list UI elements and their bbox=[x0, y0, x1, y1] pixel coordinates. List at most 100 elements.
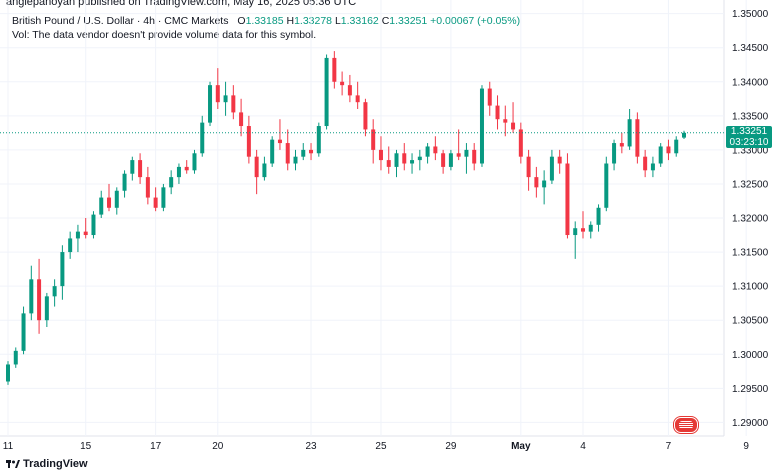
candle-body bbox=[293, 156, 298, 164]
candle-body bbox=[60, 252, 65, 287]
us-flag-icon[interactable] bbox=[674, 417, 698, 433]
candle-body bbox=[448, 153, 453, 167]
candle-body bbox=[324, 57, 329, 127]
last-price-label: 1.33251 bbox=[730, 126, 768, 137]
candle-body bbox=[658, 146, 663, 164]
candle-body bbox=[386, 160, 391, 167]
candle-body bbox=[138, 160, 143, 178]
candle-body bbox=[200, 122, 205, 154]
candle-body bbox=[472, 149, 477, 164]
candle-body bbox=[650, 163, 655, 171]
candle-body bbox=[627, 119, 632, 147]
y-tick-label: 1.35000 bbox=[732, 9, 769, 20]
candle-body bbox=[402, 153, 407, 164]
candle-body bbox=[239, 112, 244, 127]
candles-group bbox=[0, 51, 724, 385]
x-tick-label: 25 bbox=[375, 441, 387, 452]
candle-body bbox=[479, 88, 484, 164]
candle-body bbox=[91, 214, 96, 236]
candle-body bbox=[612, 143, 617, 164]
y-tick-label: 1.33500 bbox=[732, 111, 769, 122]
candle-body bbox=[44, 296, 49, 321]
candle-body bbox=[184, 166, 189, 171]
candle-body bbox=[464, 149, 469, 157]
footer-brand: TradingView bbox=[23, 458, 88, 470]
candle-body bbox=[114, 190, 119, 208]
x-tick-label: 15 bbox=[80, 441, 92, 452]
published-by-line: angiepanoyan published on TradingView.co… bbox=[6, 0, 357, 8]
y-tick-label: 1.32000 bbox=[732, 214, 769, 225]
candle-body bbox=[495, 105, 500, 120]
candle-body bbox=[285, 143, 290, 164]
low-value: 1.33162 bbox=[340, 15, 379, 27]
candle-body bbox=[635, 119, 640, 157]
candle-body bbox=[254, 156, 259, 178]
y-tick-label: 1.31000 bbox=[732, 282, 769, 293]
x-tick-label: 4 bbox=[580, 441, 586, 452]
candle-body bbox=[378, 149, 383, 161]
candle-body bbox=[526, 156, 531, 178]
candle-body bbox=[340, 81, 345, 86]
y-tick-label: 1.30500 bbox=[732, 316, 769, 327]
candle-body bbox=[588, 224, 593, 232]
candle-body bbox=[456, 153, 461, 157]
symbol-title[interactable]: British Pound / U.S. Dollar · 4h · CMC M… bbox=[12, 15, 229, 27]
ohlc-values: O1.33185 H1.33278 L1.33162 C1.33251 +0.0… bbox=[237, 15, 520, 27]
candle-body bbox=[619, 143, 624, 147]
candle-body bbox=[549, 156, 554, 181]
candle-body bbox=[99, 197, 104, 215]
candle-body bbox=[682, 132, 686, 138]
candle-body bbox=[37, 279, 42, 321]
candle-body bbox=[130, 160, 135, 174]
candle-body bbox=[355, 95, 360, 103]
candle-body bbox=[277, 139, 282, 144]
y-tick-label: 1.29000 bbox=[732, 418, 769, 429]
candle-body bbox=[363, 102, 368, 130]
close-value: 1.33251 bbox=[389, 15, 428, 27]
candle-body bbox=[75, 231, 80, 239]
symbol-legend[interactable]: British Pound / U.S. Dollar · 4h · CMC M… bbox=[12, 15, 520, 27]
last-price-badge: 1.33251 03:23:10 bbox=[726, 126, 772, 148]
candle-body bbox=[518, 129, 523, 157]
candle-body bbox=[487, 88, 492, 106]
candle-body bbox=[316, 126, 321, 154]
price-axis: 1.35000 1.34500 1.34000 1.33500 1.33000 1.325… bbox=[732, 9, 769, 429]
candle-body bbox=[215, 85, 220, 103]
candle-body bbox=[417, 156, 422, 161]
tradingview-footer[interactable]: TradingView bbox=[6, 458, 88, 470]
candle-body bbox=[309, 149, 314, 154]
candle-body bbox=[107, 197, 112, 208]
x-tick-label: 23 bbox=[305, 441, 317, 452]
candle-body bbox=[83, 231, 88, 236]
x-tick-label: 7 bbox=[666, 441, 672, 452]
candle-body bbox=[643, 156, 648, 171]
candle-body bbox=[511, 122, 516, 130]
tradingview-logo-icon bbox=[6, 460, 20, 469]
candle-body bbox=[394, 153, 399, 167]
candle-body bbox=[270, 139, 275, 164]
candle-body bbox=[231, 95, 236, 113]
bar-countdown: 03:23:10 bbox=[729, 137, 769, 148]
change-value: +0.00067 (+0.05%) bbox=[430, 15, 521, 27]
candle-body bbox=[557, 156, 562, 164]
candle-body bbox=[145, 177, 150, 198]
y-tick-label: 1.34000 bbox=[732, 77, 769, 88]
y-tick-label: 1.34500 bbox=[732, 43, 769, 54]
candle-body bbox=[534, 177, 539, 188]
candle-body bbox=[332, 57, 337, 82]
candle-body bbox=[208, 85, 213, 123]
x-tick-label: 11 bbox=[3, 441, 14, 452]
y-tick-label: 1.31500 bbox=[732, 248, 769, 259]
candle-body bbox=[68, 238, 73, 253]
y-tick-label: 1.32500 bbox=[732, 179, 769, 190]
candle-body bbox=[666, 146, 671, 154]
candle-body bbox=[21, 313, 26, 351]
candle-body bbox=[542, 180, 547, 188]
candle-body bbox=[223, 95, 228, 103]
open-label: O bbox=[237, 15, 246, 27]
candle-body bbox=[153, 197, 158, 208]
candle-body bbox=[565, 163, 570, 236]
candle-body bbox=[604, 163, 609, 208]
x-tick-label: 17 bbox=[150, 441, 162, 452]
